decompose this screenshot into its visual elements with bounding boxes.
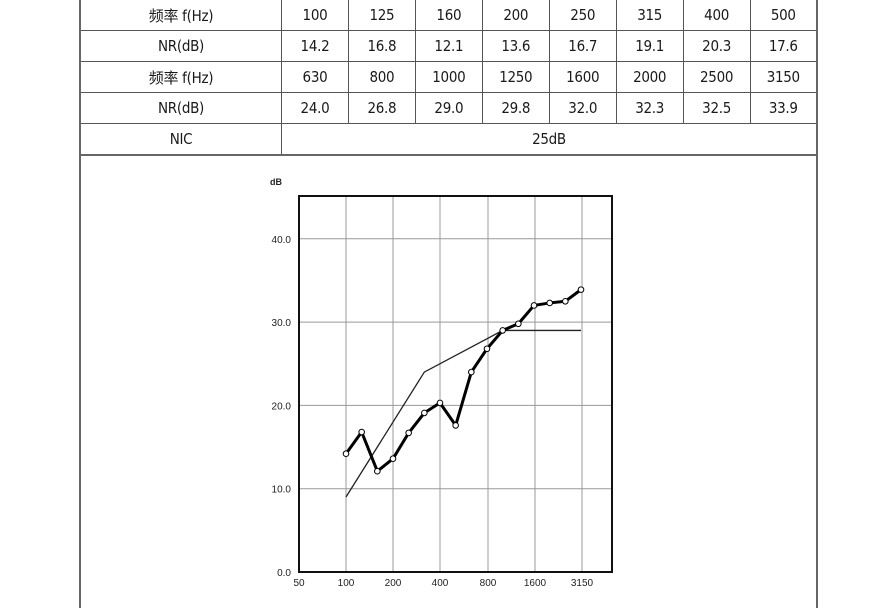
table-cell: 315: [615, 0, 684, 31]
table-cell: 33.9: [749, 92, 818, 124]
table-cell: 1600: [548, 61, 617, 93]
x-tick-label: 1600: [524, 578, 547, 589]
data-point-marker: [468, 368, 475, 376]
data-point-marker: [483, 345, 491, 353]
reference-curve: [345, 329, 581, 498]
table-cell: 32.3: [615, 92, 684, 124]
y-tick-label: 30.0: [272, 318, 292, 329]
table-cell: 3150: [749, 61, 818, 93]
table-cell: 12.1: [414, 30, 483, 62]
data-point-marker: [342, 450, 350, 458]
data-point-marker: [530, 302, 538, 309]
table-cell: 630: [281, 61, 349, 93]
frequency-row: 频率 f(Hz) 630 800 1000 1250 1600 2000 2500 3150: [79, 61, 818, 93]
table-cell: 160: [414, 0, 483, 31]
data-point-marker: [358, 428, 365, 436]
table-cell: 1000: [414, 61, 483, 93]
x-tick-label: 400: [432, 578, 449, 589]
table-cell: 19.1: [615, 30, 684, 62]
data-point-marker: [499, 327, 506, 334]
x-tick-label: 100: [338, 578, 355, 589]
data-point-marker: [389, 455, 397, 463]
data-point-marker: [577, 286, 585, 293]
data-point-marker: [452, 422, 459, 429]
x-tick-label: 50: [293, 578, 305, 589]
row-label: NR(dB): [79, 30, 282, 62]
table-cell: 13.6: [481, 30, 550, 62]
table-cell: 14.2: [281, 30, 349, 62]
table-cell: 2000: [615, 61, 684, 93]
table-cell: 29.8: [481, 92, 550, 124]
table-cell: 16.8: [347, 30, 416, 62]
y-axis-unit: dB: [270, 177, 282, 187]
table-cell: 32.5: [682, 92, 751, 124]
frequency-row: 频率 f(Hz) 100 125 160 200 250 315 400 500: [79, 0, 818, 31]
table-cell: 2500: [682, 61, 751, 93]
table-cell: 24.0: [281, 92, 349, 124]
row-label: 频率 f(Hz): [79, 0, 282, 31]
document-frame: [79, 0, 818, 608]
table-cell: 29.0: [414, 92, 483, 124]
table-cell: 20.3: [682, 30, 751, 62]
nic-value: 25dB: [281, 123, 818, 156]
table-cell: 1250: [481, 61, 550, 93]
x-tick-label: 3150: [571, 578, 594, 589]
table-cell: 17.6: [749, 30, 818, 62]
data-point-marker: [405, 429, 412, 437]
table-cell: 26.8: [347, 92, 416, 124]
nr-data-table: 频率 f(Hz) 100 125 160 200 250 315 400 500 NR(dB) 14…: [79, 0, 818, 156]
table-cell: 400: [682, 0, 751, 31]
nr-chart-svg: 0.0 10.0 20.0 30.0 40.0 50 100 200 400 800 1600 315…: [270, 177, 613, 589]
plot-frame: [298, 195, 613, 573]
nr-row: NR(dB) 14.2 16.8 12.1 13.6 16.7 19.1 20.3 17.6: [79, 30, 818, 62]
nr-row: NR(dB) 24.0 26.8 29.0 29.8 32.0 32.3 32.5 33.9: [79, 92, 818, 124]
y-tick-label: 0.0: [277, 568, 291, 579]
table-cell: 16.7: [548, 30, 617, 62]
table-cell: 100: [281, 0, 349, 31]
data-point-marker: [515, 320, 522, 328]
table-cell: 32.0: [548, 92, 617, 124]
table-cell: 500: [749, 0, 818, 31]
data-point-marker: [562, 297, 569, 305]
table-cell: 250: [548, 0, 617, 31]
row-label: 频率 f(Hz): [79, 61, 282, 93]
data-point-marker: [436, 399, 444, 407]
y-tick-label: 10.0: [272, 485, 292, 496]
row-label: NR(dB): [79, 92, 282, 124]
y-tick-label: 20.0: [272, 401, 292, 412]
table-cell: 125: [347, 0, 416, 31]
nic-row: NIC 25dB: [79, 123, 818, 156]
data-point-marker: [374, 467, 381, 475]
nic-label: NIC: [79, 123, 282, 156]
data-point-marker: [421, 409, 428, 417]
x-tick-label: 800: [480, 578, 497, 589]
measured-nr-line: [344, 288, 582, 473]
y-tick-label: 40.0: [272, 235, 292, 246]
x-tick-label: 200: [385, 578, 402, 589]
nr-chart: 0.0 10.0 20.0 30.0 40.0 50 100 200 400 800 1600 315…: [250, 170, 630, 600]
table-cell: 200: [481, 0, 550, 31]
table-cell: 800: [347, 61, 416, 93]
data-point-marker: [546, 299, 553, 307]
